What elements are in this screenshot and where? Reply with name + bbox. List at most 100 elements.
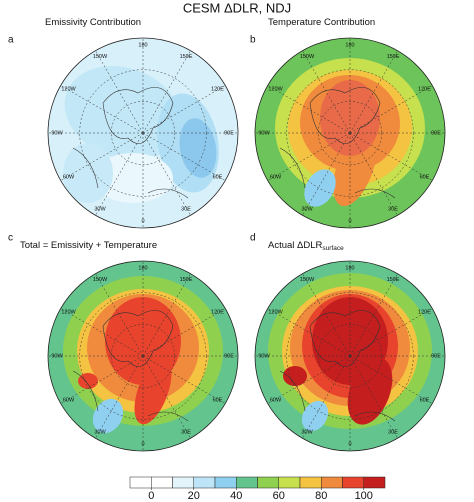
lon-label: 30E bbox=[388, 207, 398, 213]
lat-circle bbox=[79, 69, 207, 197]
colorbar-box bbox=[363, 476, 386, 489]
panel-title-subscript: surface bbox=[322, 245, 344, 252]
lon-label: 150W bbox=[93, 54, 108, 60]
colorbar-tick-label: 100 bbox=[355, 490, 373, 502]
lon-label: 120E bbox=[418, 86, 431, 92]
colorbar-box bbox=[193, 476, 216, 489]
map-border bbox=[47, 37, 239, 229]
lon-label: 120W bbox=[268, 86, 283, 92]
lon-label: 30W bbox=[94, 207, 106, 213]
colorbar-box bbox=[151, 476, 173, 489]
lon-label: 90E bbox=[431, 130, 441, 136]
map bbox=[255, 261, 445, 451]
lon-label: 0 bbox=[141, 441, 144, 447]
colorbar-tick-label: 0 bbox=[148, 490, 154, 502]
map bbox=[255, 38, 445, 228]
colorbar-box bbox=[214, 476, 237, 489]
lon-label: 30W bbox=[301, 430, 313, 436]
coastline bbox=[279, 87, 396, 199]
lon-label: 60W bbox=[63, 397, 75, 403]
lat-circle bbox=[318, 101, 382, 165]
lon-label: 150E bbox=[180, 277, 193, 283]
field-region bbox=[283, 366, 307, 386]
colorbar-box bbox=[129, 476, 152, 489]
lon-label: 0 bbox=[141, 218, 144, 224]
map-border bbox=[254, 37, 446, 229]
lon-label: 120W bbox=[268, 309, 283, 315]
lon-label: 120E bbox=[211, 86, 224, 92]
lat-circle bbox=[111, 101, 175, 165]
lon-label: 150E bbox=[387, 277, 400, 283]
lon-label: 90E bbox=[224, 353, 234, 359]
field-region bbox=[64, 65, 182, 161]
panel-title: Temperature Contribution bbox=[268, 17, 375, 28]
figure-title: CESM ΔDLR, NDJ bbox=[183, 0, 291, 15]
lon-label: 120E bbox=[211, 309, 224, 315]
lon-label: 120W bbox=[61, 309, 76, 315]
map bbox=[48, 38, 238, 228]
lon-label: 0 bbox=[348, 441, 351, 447]
field-region bbox=[301, 400, 329, 432]
field-region bbox=[92, 398, 124, 434]
colorbar-tick-label: 80 bbox=[315, 490, 327, 502]
field-region bbox=[304, 169, 336, 207]
panel-title: Total = Emissivity + Temperature bbox=[20, 240, 157, 251]
coastline bbox=[72, 87, 189, 199]
field-region bbox=[93, 153, 173, 203]
lon-label: 60E bbox=[420, 174, 430, 180]
lon-label: 30W bbox=[94, 430, 106, 436]
colorbar-box bbox=[236, 476, 258, 489]
colorbar-tick-label: 60 bbox=[273, 490, 285, 502]
panel-title-text: Temperature Contribution bbox=[268, 17, 375, 28]
field-region bbox=[320, 80, 380, 156]
panel-title-text: Actual ΔDLR bbox=[268, 240, 323, 251]
lon-label: 60W bbox=[270, 174, 282, 180]
panel-letter: b bbox=[250, 35, 256, 46]
lon-label: 90E bbox=[224, 130, 234, 136]
lon-label: 180 bbox=[138, 265, 147, 271]
field-region bbox=[63, 143, 113, 203]
lon-label: 30E bbox=[388, 430, 398, 436]
colorbar-box bbox=[278, 476, 301, 489]
lon-label: 60E bbox=[213, 174, 223, 180]
lon-label: 30E bbox=[181, 207, 191, 213]
map bbox=[48, 261, 238, 451]
panel-title-text: Total = Emissivity + Temperature bbox=[20, 240, 157, 251]
lon-label: 90W bbox=[258, 353, 270, 359]
colorbar-tick-label: 20 bbox=[188, 490, 200, 502]
lon-label: 120E bbox=[418, 309, 431, 315]
map-border bbox=[47, 260, 239, 452]
lon-label: 0 bbox=[348, 218, 351, 224]
coastline bbox=[279, 310, 396, 422]
lon-label: 30E bbox=[181, 430, 191, 436]
panel-letter: a bbox=[8, 35, 14, 46]
lon-label: 150E bbox=[387, 54, 400, 60]
colorbar-box bbox=[299, 476, 322, 489]
lon-label: 150W bbox=[300, 277, 315, 283]
lon-label: 90W bbox=[51, 130, 63, 136]
lat-circle bbox=[286, 69, 414, 197]
lon-label: 180 bbox=[345, 265, 354, 271]
lon-label: 180 bbox=[138, 42, 147, 48]
colorbar-box bbox=[172, 476, 194, 489]
lon-label: 30W bbox=[301, 207, 313, 213]
panel-title: Actual ΔDLRsurface bbox=[268, 240, 344, 252]
lat-circle bbox=[286, 292, 414, 420]
lon-label: 150E bbox=[180, 54, 193, 60]
lon-label: 90E bbox=[431, 353, 441, 359]
lon-label: 150W bbox=[300, 54, 315, 60]
lon-label: 90W bbox=[51, 353, 63, 359]
lat-circle bbox=[111, 324, 175, 388]
coastline bbox=[72, 310, 189, 422]
lon-label: 120W bbox=[61, 86, 76, 92]
lon-label: 180 bbox=[345, 42, 354, 48]
panel-title: Emissivity Contribution bbox=[45, 17, 141, 28]
lon-label: 60E bbox=[420, 397, 430, 403]
colorbar-box bbox=[321, 476, 343, 489]
panel-letter: d bbox=[250, 233, 256, 244]
lon-label: 60E bbox=[213, 397, 223, 403]
map-border bbox=[254, 260, 446, 452]
